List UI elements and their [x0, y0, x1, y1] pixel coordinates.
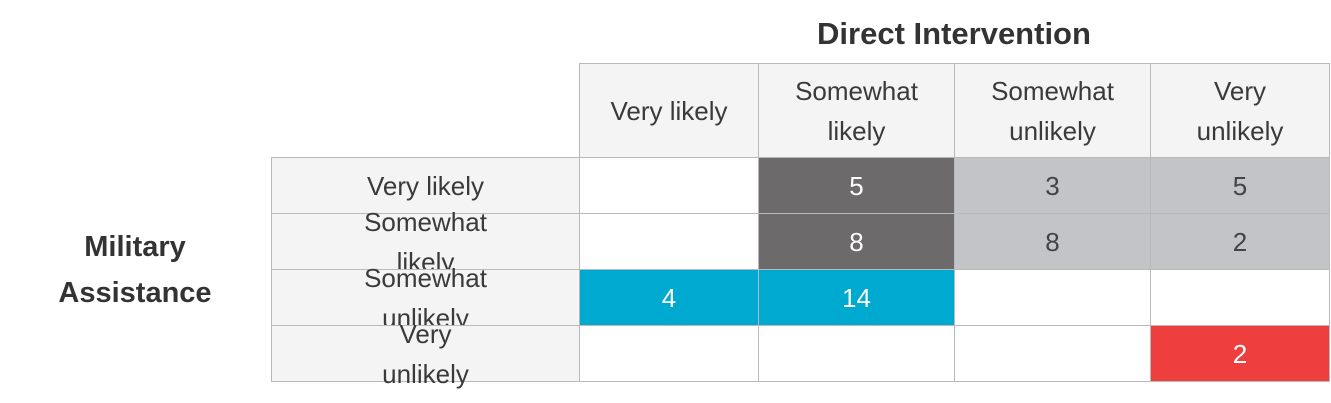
column-header: Very unlikely: [1150, 63, 1330, 158]
value-cell: 2: [1150, 213, 1330, 270]
cell-value: 8: [1045, 226, 1060, 257]
empty-cell: [579, 157, 759, 214]
column-header-label: Very unlikely: [1196, 75, 1284, 146]
row-header: Very likely: [271, 157, 580, 214]
empty-cell: [758, 325, 955, 382]
cell-value: 4: [661, 282, 677, 313]
cell-value: 3: [1045, 170, 1060, 201]
cell-value: 5: [849, 170, 864, 201]
row-header: Very unlikely: [271, 319, 580, 389]
empty-cell: [579, 325, 759, 382]
column-title: Direct Intervention: [817, 16, 1091, 51]
cell-value: 8: [849, 226, 864, 257]
row-header: Somewhat unlikely: [271, 263, 580, 333]
value-cell: 5: [1150, 157, 1330, 214]
empty-cell: [579, 213, 759, 270]
empty-cell: [954, 325, 1151, 382]
cell-value: 14: [842, 282, 871, 313]
column-header: Very likely: [579, 63, 759, 158]
cell-value: 2: [1232, 338, 1248, 369]
cell-value: 5: [1232, 170, 1248, 201]
value-cell: 2: [1150, 325, 1330, 382]
row-title: Military Assistance: [58, 231, 212, 309]
column-header-label: Very likely: [610, 95, 728, 126]
empty-cell: [954, 269, 1151, 326]
value-cell: 4: [579, 269, 759, 326]
row-header-label: Very likely: [366, 170, 485, 201]
empty-cell: [1150, 269, 1330, 326]
value-cell: 14: [758, 269, 955, 326]
value-cell: 8: [954, 213, 1151, 270]
column-header-label: Somewhat unlikely: [991, 75, 1114, 146]
column-header: Somewhat unlikely: [954, 63, 1151, 158]
cell-value: 2: [1232, 226, 1248, 257]
value-cell: 5: [758, 157, 955, 214]
column-header-label: Somewhat likely: [795, 75, 918, 146]
value-cell: 8: [758, 213, 955, 270]
column-header: Somewhat likely: [758, 63, 955, 158]
row-header-label: Very unlikely: [382, 318, 469, 389]
value-cell: 3: [954, 157, 1151, 214]
